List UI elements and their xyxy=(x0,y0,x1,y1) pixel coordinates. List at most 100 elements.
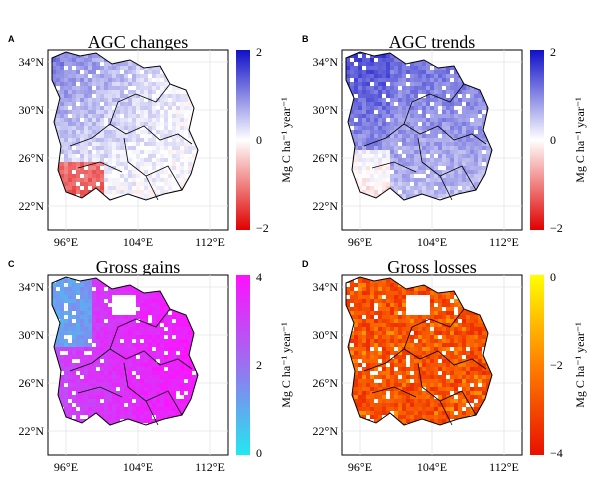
map-pixel xyxy=(144,299,148,303)
map-pixel xyxy=(402,110,406,114)
map-pixel xyxy=(370,335,374,339)
map-pixel xyxy=(382,98,386,102)
map-pixel xyxy=(76,411,80,415)
map-pixel xyxy=(172,114,176,118)
map-pixel xyxy=(422,335,426,339)
map-pixel xyxy=(112,383,116,387)
map-pixel xyxy=(350,70,354,74)
map-pixel xyxy=(68,291,72,295)
map-pixel xyxy=(132,130,136,134)
map-pixel xyxy=(362,190,366,194)
map-pixel xyxy=(180,411,184,415)
map-pixel xyxy=(394,154,398,158)
map-pixel xyxy=(92,299,96,303)
map-pixel xyxy=(172,130,176,134)
map-pixel xyxy=(354,347,358,351)
map-pixel xyxy=(454,303,458,307)
map-pixel xyxy=(410,114,414,118)
map-pixel xyxy=(426,70,430,74)
map-pixel xyxy=(362,299,366,303)
map-pixel xyxy=(382,82,386,86)
map-pixel xyxy=(374,319,378,323)
map-pixel xyxy=(184,359,188,363)
map-pixel xyxy=(442,118,446,122)
map-pixel xyxy=(56,130,60,134)
map-pixel xyxy=(156,347,160,351)
map-pixel xyxy=(56,70,60,74)
map-pixel xyxy=(358,323,362,327)
map-pixel xyxy=(358,150,362,154)
map-pixel xyxy=(144,375,148,379)
map-pixel xyxy=(172,383,176,387)
map-pixel xyxy=(370,98,374,102)
map-pixel xyxy=(104,387,108,391)
map-pixel xyxy=(442,102,446,106)
map-pixel xyxy=(160,391,164,395)
map-pixel xyxy=(144,395,148,399)
map-pixel xyxy=(160,154,164,158)
map-pixel xyxy=(366,166,370,170)
map-pixel xyxy=(426,126,430,130)
map-pixel xyxy=(482,158,486,162)
map-pixel xyxy=(430,335,434,339)
map-pixel xyxy=(120,351,124,355)
map-pixel xyxy=(168,355,172,359)
colorbar-label: Mg C ha⁻¹ year⁻¹ xyxy=(279,322,293,408)
map-pixel xyxy=(362,154,366,158)
map-pixel xyxy=(164,142,168,146)
map-pixel xyxy=(84,174,88,178)
map-pixel xyxy=(100,106,104,110)
map-pixel xyxy=(144,102,148,106)
map-pixel xyxy=(406,146,410,150)
map-pixel xyxy=(188,134,192,138)
map-pixel xyxy=(156,70,160,74)
map-pixel xyxy=(446,182,450,186)
map-pixel xyxy=(430,291,434,295)
map-pixel xyxy=(132,142,136,146)
map-pixel xyxy=(68,126,72,130)
map-pixel xyxy=(462,339,466,343)
map-pixel xyxy=(88,162,92,166)
map-pixel xyxy=(148,186,152,190)
map-pixel xyxy=(180,142,184,146)
map-pixel xyxy=(124,339,128,343)
map-pixel xyxy=(152,110,156,114)
map-pixel xyxy=(132,379,136,383)
map-pixel xyxy=(108,415,112,419)
map-pixel xyxy=(374,66,378,70)
map-pixel xyxy=(454,170,458,174)
map-pixel xyxy=(462,327,466,331)
map-pixel xyxy=(92,411,96,415)
map-pixel xyxy=(64,86,68,90)
map-pixel xyxy=(80,331,84,335)
map-pixel xyxy=(76,158,80,162)
map-pixel xyxy=(378,331,382,335)
map-pixel xyxy=(152,182,156,186)
map-pixel xyxy=(140,66,144,70)
map-pixel xyxy=(390,162,394,166)
map-pixel xyxy=(108,166,112,170)
map-pixel xyxy=(84,291,88,295)
map-pixel xyxy=(402,182,406,186)
map-pixel xyxy=(390,331,394,335)
map-pixel xyxy=(386,110,390,114)
map-pixel xyxy=(156,66,160,70)
map-pixel xyxy=(350,110,354,114)
map-pixel xyxy=(478,315,482,319)
map-pixel xyxy=(64,367,68,371)
map-pixel xyxy=(366,307,370,311)
map-pixel xyxy=(84,178,88,182)
map-pixel xyxy=(124,138,128,142)
map-pixel xyxy=(124,327,128,331)
map-pixel xyxy=(84,283,88,287)
map-pixel xyxy=(88,170,92,174)
map-pixel xyxy=(56,122,60,126)
map-pixel xyxy=(84,58,88,62)
map-pixel xyxy=(458,90,462,94)
map-pixel xyxy=(434,66,438,70)
colorbar-tick-label: 0 xyxy=(550,133,556,147)
map-pixel xyxy=(116,411,120,415)
map-pixel xyxy=(116,94,120,98)
map-pixel xyxy=(76,387,80,391)
map-pixel xyxy=(84,182,88,186)
